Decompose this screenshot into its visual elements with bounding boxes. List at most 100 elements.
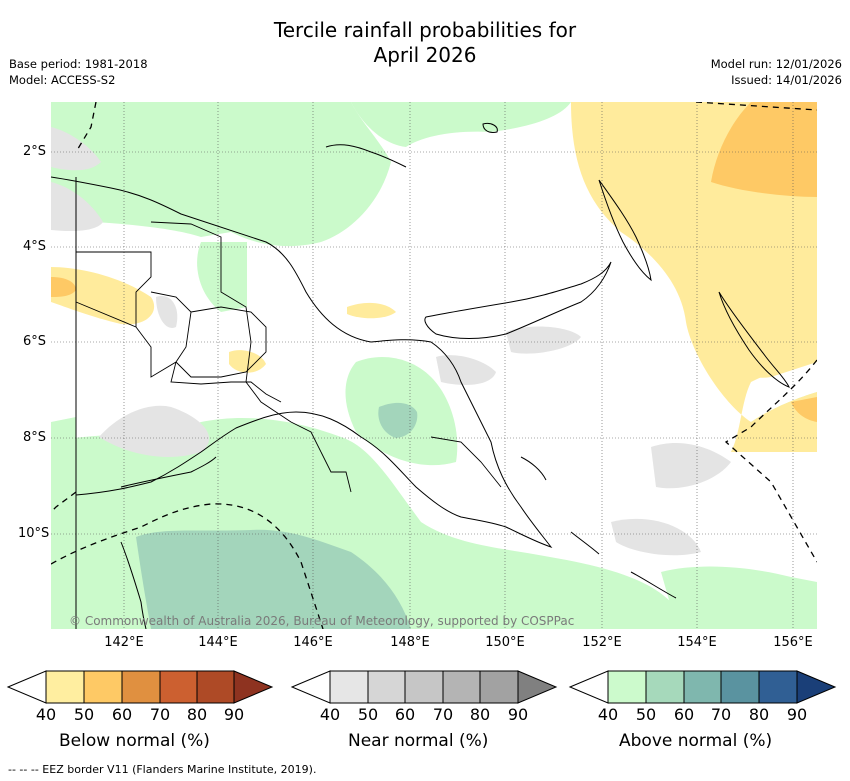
above-arrow-right: [796, 670, 837, 704]
lon-label-150e: 150°E: [485, 635, 525, 650]
above-region-far-left: [51, 417, 76, 507]
new-guinea-mainland: [51, 176, 553, 629]
near-swatch-40: [329, 670, 369, 704]
lon-label-148e: 148°E: [390, 635, 430, 650]
colorbars: [6, 670, 837, 704]
near-swatch-80: [479, 670, 519, 704]
north-islands: [325, 144, 407, 168]
border-gulf: [170, 361, 282, 403]
near-tick-90: 90: [507, 705, 529, 724]
meta-right: Model run: 12/01/2026 Issued: 14/01/2026: [711, 56, 842, 88]
coastlines: [51, 123, 790, 629]
lat-label-8s: 8°S: [22, 430, 46, 445]
below-region-west: [51, 267, 155, 325]
near-normal-regions: [51, 127, 731, 556]
below-tick-90: 90: [223, 705, 245, 724]
above-tick-90: 90: [786, 705, 808, 724]
above-region-south-east: [661, 566, 817, 607]
lon-label-146e: 146°E: [293, 635, 333, 650]
model-run: Model run: 12/01/2026: [710, 57, 842, 71]
above-tick-50: 50: [635, 705, 657, 724]
below-normal-regions: [51, 102, 817, 452]
near-region-south-east: [611, 518, 701, 556]
eez-footnote: -- -- -- EEZ border V11 (Flanders Marine…: [8, 763, 317, 776]
near-region-west-mid: [156, 296, 178, 328]
above-tick-70: 70: [710, 705, 732, 724]
below-swatch-70: [159, 670, 198, 704]
below-tick-50: 50: [73, 705, 95, 724]
border-enga: [135, 291, 192, 378]
border-sepik-east: [150, 221, 322, 453]
model-name: Model: ACCESS-S2: [9, 73, 116, 87]
lat-label-2s: 2°S: [22, 144, 46, 159]
near-region-top-left: [51, 127, 101, 171]
province-borders: [75, 221, 502, 493]
border-west-sepik: [75, 251, 152, 328]
colorbar-above: [568, 670, 837, 704]
new-ireland: [598, 179, 652, 282]
near-tick-40: 40: [319, 705, 341, 724]
lon-label-142e: 142°E: [104, 635, 144, 650]
issued-date: Issued: 14/01/2026: [731, 73, 842, 87]
above-arrow-left: [568, 670, 609, 704]
colorbar-near: [290, 670, 558, 704]
manus-island: [482, 123, 498, 133]
near-arrow-right: [517, 670, 558, 704]
below-swatch-60: [121, 670, 161, 704]
below-tick-70: 70: [149, 705, 171, 724]
copyright-note: © Commonwealth of Australia 2026, Bureau…: [69, 614, 575, 628]
above-swatch-40: [607, 670, 647, 704]
above-region-north-west: [51, 102, 391, 247]
below-region-center-small: [229, 350, 266, 373]
above-swatch-60: [683, 670, 722, 704]
above60-region-center: [378, 402, 418, 438]
near-normal-label: Near normal (%): [348, 731, 489, 751]
below-tick-60: 60: [111, 705, 133, 724]
lat-label-6s: 6°S: [22, 334, 46, 349]
lon-label-156e: 156°E: [773, 635, 813, 650]
near-tick-70: 70: [432, 705, 454, 724]
base-period: Base period: 1981-2018: [9, 57, 148, 71]
below-region-west-dark: [51, 277, 76, 297]
above-region-west-mid: [197, 242, 247, 312]
eez-west: [51, 491, 77, 513]
rainfall-map: [51, 102, 817, 629]
border-morobe: [320, 451, 352, 493]
below-swatch-40: [45, 670, 85, 704]
trobriand-islands: [520, 456, 547, 481]
below-tick-40: 40: [35, 705, 57, 724]
above-swatch-50: [645, 670, 685, 704]
above60-region-south: [136, 529, 411, 629]
meta-left: Base period: 1981-2018 Model: ACCESS-S2: [9, 56, 148, 88]
australia-cape-york: [120, 541, 147, 629]
lat-label-10s: 10°S: [18, 526, 50, 541]
near-swatch-50: [367, 670, 406, 704]
above-normal-label: Above normal (%): [619, 731, 773, 751]
above-tick-40: 40: [597, 705, 619, 724]
near-region-west: [51, 182, 103, 232]
above-tick-80: 80: [748, 705, 770, 724]
above-normal-60-regions: [136, 402, 418, 629]
lon-label-154e: 154°E: [677, 635, 717, 650]
above-region-top-center: [351, 102, 571, 147]
below-swatch-80: [196, 670, 235, 704]
above-swatch-70: [720, 670, 760, 704]
torres-strait-islands: [120, 456, 217, 488]
near-swatch-60: [404, 670, 444, 704]
near-region-east: [651, 442, 731, 489]
border-oro: [430, 436, 502, 488]
below-normal-label: Below normal (%): [59, 731, 210, 751]
near-tick-60: 60: [394, 705, 416, 724]
border-highlands: [175, 306, 267, 378]
above-tick-60: 60: [673, 705, 695, 724]
colorbar-below: [6, 670, 274, 704]
below-tick-80: 80: [186, 705, 208, 724]
below-arrow-left: [6, 670, 47, 704]
d-entrecasteaux: [570, 531, 600, 555]
map-title: Tercile rainfall probabilities for April…: [0, 18, 850, 68]
near-tick-50: 50: [357, 705, 379, 724]
title-line-2: April 2026: [373, 43, 477, 67]
lon-label-152e: 152°E: [582, 635, 622, 650]
below-region-ne-dark: [711, 102, 817, 197]
below-swatch-50: [83, 670, 123, 704]
